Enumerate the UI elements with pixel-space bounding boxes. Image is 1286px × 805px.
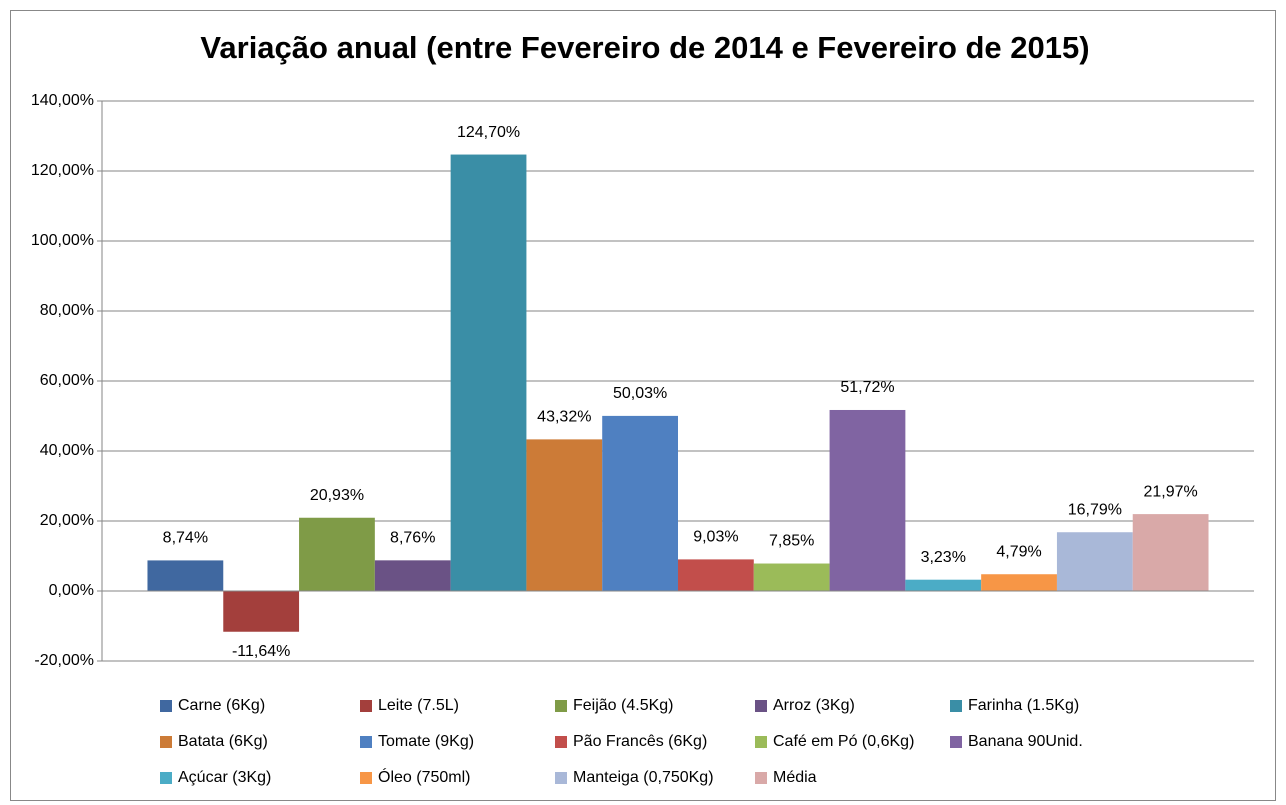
data-label: 7,85% <box>769 533 814 550</box>
bar <box>905 579 982 591</box>
bar <box>450 154 527 592</box>
bar <box>526 439 603 591</box>
bar <box>147 560 224 591</box>
y-tick-label: 0,00% <box>49 582 94 599</box>
bar <box>374 560 451 591</box>
y-tick-label: 60,00% <box>40 372 94 389</box>
y-tick-label: 80,00% <box>40 302 94 319</box>
data-label: 20,93% <box>310 487 364 504</box>
data-label: 124,70% <box>457 124 520 141</box>
legend-swatch <box>160 736 172 748</box>
legend-label: Média <box>773 769 817 786</box>
y-tick-label: 40,00% <box>40 442 94 459</box>
legend-swatch <box>360 772 372 784</box>
legend-swatch <box>555 772 567 784</box>
bar <box>981 574 1057 591</box>
bar <box>223 591 300 632</box>
y-tick-label: -20,00% <box>34 652 94 669</box>
legend-swatch <box>755 700 767 712</box>
data-label: 9,03% <box>693 529 738 546</box>
data-label: -11,64% <box>232 643 290 660</box>
data-label: 51,72% <box>840 379 894 396</box>
legend-label: Café em Pó (0,6Kg) <box>773 733 914 750</box>
data-label: 8,74% <box>163 530 208 547</box>
legend-swatch <box>950 700 962 712</box>
bar <box>1056 532 1133 591</box>
chart-border <box>10 10 1276 801</box>
legend-swatch <box>755 736 767 748</box>
bar <box>299 517 375 591</box>
legend-label: Leite (7.5L) <box>378 697 459 714</box>
bar <box>678 559 754 591</box>
legend-label: Feijão (4.5Kg) <box>573 697 674 714</box>
data-label: 3,23% <box>921 549 966 566</box>
data-label: 4,79% <box>996 543 1041 560</box>
legend-label: Tomate (9Kg) <box>378 733 474 750</box>
legend-swatch <box>360 736 372 748</box>
data-label: 8,76% <box>390 530 435 547</box>
y-tick-label: 120,00% <box>31 162 94 179</box>
legend-swatch <box>160 700 172 712</box>
legend-label: Manteiga (0,750Kg) <box>573 769 714 786</box>
legend-label: Açúcar (3Kg) <box>178 769 271 786</box>
y-tick-label: 20,00% <box>40 512 94 529</box>
y-tick-label: 140,00% <box>31 92 94 109</box>
legend-swatch <box>950 736 962 748</box>
bar <box>753 563 830 591</box>
legend-label: Batata (6Kg) <box>178 733 268 750</box>
legend-swatch <box>755 772 767 784</box>
data-label: 21,97% <box>1143 483 1197 500</box>
data-label: 16,79% <box>1068 501 1122 518</box>
legend-swatch <box>160 772 172 784</box>
legend-label: Óleo (750ml) <box>378 767 470 786</box>
bar <box>1132 514 1209 591</box>
bar <box>829 409 906 591</box>
legend-label: Farinha (1.5Kg) <box>968 697 1079 714</box>
data-label: 50,03% <box>613 385 667 402</box>
legend-label: Banana 90Unid. <box>968 733 1083 750</box>
data-label: 43,32% <box>537 409 591 426</box>
legend-swatch <box>360 700 372 712</box>
legend-swatch <box>555 736 567 748</box>
y-tick-label: 100,00% <box>31 232 94 249</box>
chart-title: Variação anual (entre Fevereiro de 2014 … <box>200 30 1089 65</box>
legend-label: Arroz (3Kg) <box>773 697 855 714</box>
legend-label: Carne (6Kg) <box>178 697 265 714</box>
bar <box>602 415 678 591</box>
legend-label: Pão Francês (6Kg) <box>573 733 707 750</box>
legend-swatch <box>555 700 567 712</box>
